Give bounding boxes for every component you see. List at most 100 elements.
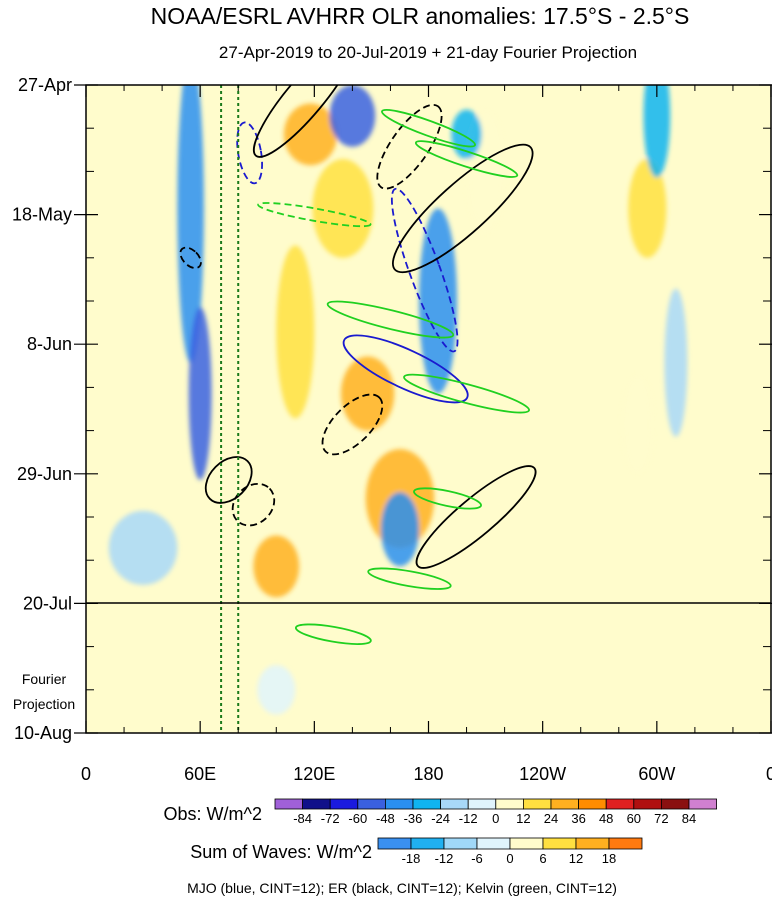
colorbar-cell: [377, 837, 412, 850]
y-tick-label: 20-Jul: [23, 593, 72, 613]
kelvin-wave-contour: [367, 567, 452, 590]
colorbar-level-label: -12: [459, 811, 478, 826]
colorbar-cell: [550, 798, 580, 810]
x-tick-label: 60W: [638, 764, 675, 784]
colorbar-cell: [575, 837, 610, 850]
colorbar-level-label: -84: [293, 811, 312, 826]
colorbar-cell: [443, 837, 478, 850]
colorbar-level-label: 60: [627, 811, 641, 826]
colorbar-level-label: -48: [376, 811, 395, 826]
colorbar-level-label: 36: [571, 811, 585, 826]
negative-anomaly-region: [177, 85, 204, 363]
positive-anomaly-region: [312, 159, 374, 258]
colorbar-level-label: 48: [599, 811, 613, 826]
colorbar-cell: [495, 798, 524, 810]
x-tick-label: 120W: [519, 764, 566, 784]
colorbar-cell: [302, 798, 331, 810]
negative-anomaly-region: [643, 85, 671, 178]
colorbar-cell: [633, 798, 662, 810]
plot-area: [86, 85, 771, 733]
negative-anomaly-region: [418, 208, 458, 394]
y-axis-ticks: 27-Apr 18-May 8-Jun 29-Jun 20-Jul 10-Aug: [12, 75, 772, 743]
wave-overlay-layer: [179, 85, 537, 645]
y-tick-label: 10-Aug: [14, 723, 72, 743]
kelvin-wave-contour: [294, 623, 372, 645]
kelvin-wave-contour: [257, 202, 372, 228]
chart-subtitle: 27-Apr-2019 to 20-Jul-2019 + 21-day Four…: [219, 43, 637, 62]
colorbar-cell: [509, 837, 544, 850]
colorbar-cell: [542, 837, 577, 850]
colorbar-cell: [274, 798, 304, 810]
positive-anomaly-region: [628, 159, 667, 258]
positive-anomaly-region: [283, 103, 338, 166]
mjo-wave-contour: [342, 334, 469, 404]
x-tick-label: 0: [766, 764, 772, 784]
projection-label-line-2: Projection: [13, 696, 75, 712]
colorbar-level-label: -60: [348, 811, 367, 826]
obs-colorbar-label: Obs: W/m^2: [164, 804, 262, 824]
projection-label-line-1: Fourier: [22, 671, 67, 687]
colorbar-cell: [357, 798, 386, 810]
colorbar-level-label: -18: [402, 851, 421, 866]
mjo-wave-contour: [236, 121, 263, 185]
colorbar-level-label: 18: [602, 851, 616, 866]
colorbar-cell: [384, 798, 414, 810]
x-tick-label: 180: [413, 764, 443, 784]
colorbar-cell: [605, 798, 635, 810]
mjo-wave-contour: [390, 187, 459, 353]
colorbar-cell: [412, 798, 442, 810]
negative-anomaly-region: [380, 492, 419, 567]
y-tick-label: 27-Apr: [18, 75, 72, 95]
anomaly-field-layer: [108, 85, 688, 715]
obs-colorbar: -84 -72 -60 -48 -36 -24 -12 0 12 24 36 48 60 72 84: [274, 798, 718, 826]
er-wave-contour: [321, 393, 384, 456]
colorbar-level-label: 24: [544, 811, 558, 826]
wave-legend-footer: MJO (blue, CINT=12); ER (black, CINT=12)…: [187, 880, 617, 896]
colorbar-level-label: 12: [569, 851, 583, 866]
y-tick-label: 18-May: [12, 205, 72, 225]
kelvin-wave-contour: [414, 140, 519, 178]
colorbar-cell: [476, 837, 511, 850]
colorbar-cell: [608, 837, 643, 850]
colorbar-cell: [467, 798, 497, 810]
y-tick-label: 29-Jun: [17, 464, 72, 484]
positive-anomaly-region: [276, 245, 315, 419]
er-wave-contour: [376, 103, 443, 190]
negative-anomaly-region: [329, 85, 376, 147]
kelvin-wave-contour: [381, 109, 476, 148]
colorbar-level-label: 84: [682, 811, 696, 826]
waves-colorbar-label: Sum of Waves: W/m^2: [190, 842, 372, 862]
er-wave-contour: [179, 246, 202, 269]
kelvin-wave-contour: [413, 487, 482, 510]
kelvin-wave-contour: [403, 373, 530, 414]
kelvin-wave-contour: [326, 300, 455, 339]
colorbar-level-label: -6: [471, 851, 483, 866]
colorbar-level-label: -12: [435, 851, 454, 866]
waves-colorbar: -18 -12 -6 0 6 12 18: [377, 837, 643, 866]
colorbar-cell: [410, 837, 445, 850]
colorbar-cell: [523, 798, 552, 810]
colorbar-cell: [329, 798, 359, 810]
colorbar-level-label: 72: [654, 811, 668, 826]
colorbar-level-label: 12: [516, 811, 530, 826]
x-tick-label: 60E: [184, 764, 216, 784]
x-tick-label: 120E: [293, 764, 335, 784]
negative-anomaly-region: [664, 288, 688, 437]
er-wave-contour: [415, 465, 537, 569]
positive-anomaly-region: [340, 356, 395, 431]
colorbar-cell: [688, 798, 718, 810]
chart-title: NOAA/ESRL AVHRR OLR anomalies: 17.5°S - …: [151, 3, 690, 29]
colorbar-cell: [440, 798, 469, 810]
colorbar-cell: [661, 798, 690, 810]
y-tick-label: 8-Jun: [27, 334, 72, 354]
colorbar-level-label: -36: [404, 811, 423, 826]
negative-anomaly-region: [257, 665, 296, 715]
colorbar-level-label: -24: [431, 811, 450, 826]
negative-anomaly-region: [188, 307, 212, 480]
x-tick-label: 0: [81, 764, 91, 784]
colorbar-cell: [578, 798, 607, 810]
positive-anomaly-region: [253, 535, 300, 598]
colorbar-level-label: 0: [506, 851, 513, 866]
colorbar-level-label: -72: [321, 811, 340, 826]
